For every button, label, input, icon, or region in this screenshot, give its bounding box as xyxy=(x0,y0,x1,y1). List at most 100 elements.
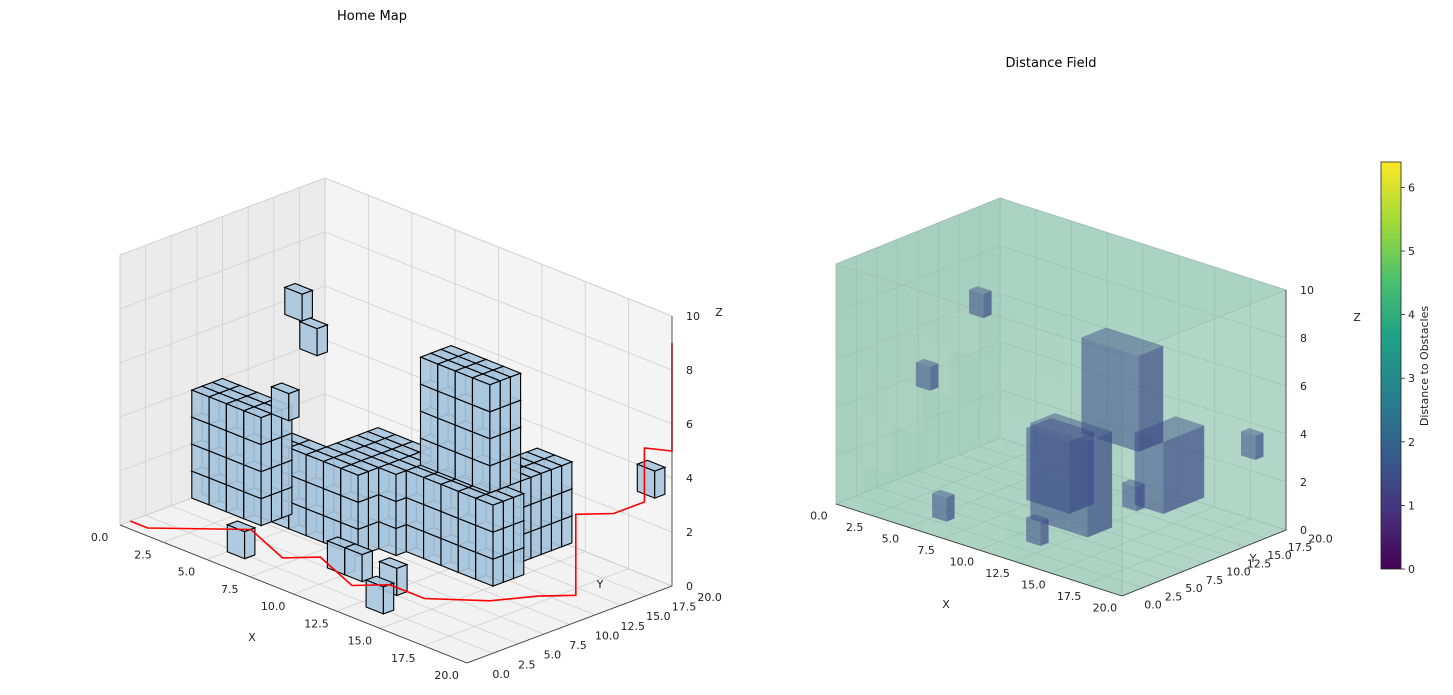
home-map-ticks: 0.02.55.07.510.012.515.017.520.0 0.02.55.… xyxy=(91,310,722,682)
voxel-side-face xyxy=(367,466,380,500)
voxel-side-face xyxy=(530,472,542,506)
volume-cell xyxy=(921,387,951,445)
volume-cell xyxy=(893,426,922,484)
grid-line-z xyxy=(119,177,673,317)
home-map-title: Home Map xyxy=(337,9,407,24)
obstacle-face xyxy=(1255,432,1264,460)
distance-field-ticks: 0.02.55.07.510.012.515.017.520.0 0.02.55.… xyxy=(810,284,1333,614)
y-tick-label: 7.5 xyxy=(1206,574,1224,587)
colorbar-ticks: 0 1 2 3 4 5 6 xyxy=(1401,181,1415,576)
voxel-side-face xyxy=(502,550,515,584)
y-tick-label: 17.5 xyxy=(1288,541,1313,554)
voxel-side-face xyxy=(502,496,515,530)
volume-cell xyxy=(1007,367,1037,425)
volume-cell xyxy=(921,435,951,493)
voxel-side-face xyxy=(499,376,511,409)
z-tick-label: 0 xyxy=(686,580,693,593)
home-map-zlabel: Z xyxy=(715,306,723,319)
voxel-side-face xyxy=(550,519,563,552)
volume-cell xyxy=(1064,529,1094,587)
distance-field-xlabel: X xyxy=(942,598,950,611)
volume-cell xyxy=(1036,328,1065,386)
home-map-path xyxy=(130,343,673,602)
volume-cell xyxy=(979,358,1008,416)
x-tick-label: 12.5 xyxy=(304,617,329,630)
home-map-voxels xyxy=(190,282,667,615)
voxel-side-face xyxy=(316,324,328,357)
obstacle-face xyxy=(930,363,939,391)
voxel-side-face xyxy=(260,494,272,527)
obstacle-face xyxy=(969,289,984,319)
voxel-side-face xyxy=(489,434,501,467)
x-tick-label: 7.5 xyxy=(221,583,239,596)
voxel-side-face xyxy=(260,467,272,500)
obstacle-face xyxy=(915,358,939,367)
voxel-side-face xyxy=(499,403,511,436)
colorbar: 0 1 2 3 4 5 6 Distance to Obstacles xyxy=(1380,161,1431,576)
x-tick-label: 15.0 xyxy=(1021,578,1046,591)
distance-field-zlabel: Z xyxy=(1353,311,1361,324)
obstacle-face xyxy=(915,362,931,391)
volume-cell xyxy=(950,492,979,550)
z-tick-label: 6 xyxy=(686,418,693,431)
distance-field-chart: Distance Field 0.02.55.07.510.012.515.01… xyxy=(810,56,1361,614)
x-tick-label: 17.5 xyxy=(1057,590,1082,603)
y-tick-label: 12.5 xyxy=(1247,557,1272,570)
y-tick-label: 5.0 xyxy=(544,649,562,662)
x-axis-line xyxy=(119,524,468,664)
colorbar-tick-label: 3 xyxy=(1408,372,1415,385)
y-tick-label: 17.5 xyxy=(672,601,697,614)
voxel-side-face xyxy=(367,493,380,527)
y-tick-label: 15.0 xyxy=(646,610,671,623)
obstacle-face xyxy=(1163,425,1205,514)
volume-cell xyxy=(950,444,979,502)
voxel-side-face xyxy=(512,492,525,526)
volume-cell xyxy=(836,264,865,322)
colorbar-tick-label: 1 xyxy=(1408,499,1415,512)
grid-line-z xyxy=(119,285,673,425)
voxel-side-face xyxy=(281,432,293,465)
z-tick-label: 2 xyxy=(1300,476,1307,489)
x-tick-label: 20.0 xyxy=(1093,601,1118,614)
voxel-side-face xyxy=(540,495,552,529)
colorbar-tick-label: 4 xyxy=(1408,309,1415,322)
voxel-side-face xyxy=(270,436,283,469)
voxel-side-face xyxy=(489,461,501,494)
voxel-side-face xyxy=(357,470,369,504)
voxel-side-face xyxy=(509,372,522,405)
obstacle-face xyxy=(1081,337,1139,452)
grid-line-x xyxy=(380,551,586,629)
y-tick-label: 20.0 xyxy=(1308,533,1333,546)
voxel-side-face xyxy=(382,582,395,615)
volume-cell xyxy=(1093,538,1122,596)
distance-field-volume xyxy=(835,197,1287,597)
obstacle-face xyxy=(932,489,955,498)
obstacle-face xyxy=(1241,428,1264,436)
x-tick-label: 12.5 xyxy=(985,567,1010,580)
obstacle-face xyxy=(969,286,992,295)
voxel-side-face xyxy=(550,465,563,498)
x-tick-label: 15.0 xyxy=(348,635,373,648)
voxel-side-face xyxy=(509,453,522,486)
colorbar-label: Distance to Obstacles xyxy=(1418,306,1431,426)
volume-cell xyxy=(836,312,865,370)
z-tick-label: 8 xyxy=(1300,332,1307,345)
voxel-side-face xyxy=(502,523,515,557)
volume-cell xyxy=(864,321,894,379)
voxel-side-face xyxy=(244,527,256,560)
home-map-ylabel: Y xyxy=(596,578,604,591)
volume-cell xyxy=(979,502,1008,560)
voxel-side-face xyxy=(509,399,522,432)
volume-cell xyxy=(836,408,865,466)
distance-field-title: Distance Field xyxy=(1006,56,1097,71)
x-tick-label: 5.0 xyxy=(882,532,900,545)
z-tick-label: 4 xyxy=(1300,428,1307,441)
volume-cell xyxy=(1036,376,1065,434)
voxel-side-face xyxy=(281,459,293,492)
z-tick-label: 10 xyxy=(686,310,700,323)
obstacle-face xyxy=(1026,418,1094,442)
volume-cell xyxy=(921,291,951,349)
voxel-side-face xyxy=(361,550,373,583)
voxel-side-face xyxy=(301,289,313,323)
